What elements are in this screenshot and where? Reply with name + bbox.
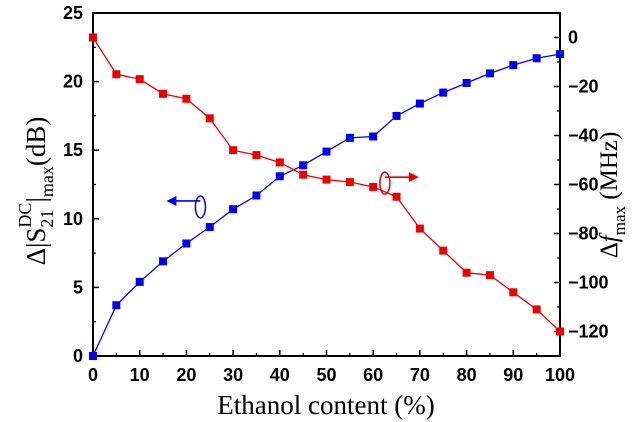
left-tick-label: 20	[63, 72, 83, 92]
right-tick-label: −40	[568, 126, 599, 146]
annotation-layer	[166, 171, 419, 219]
left-arrow-loop-icon	[194, 195, 207, 219]
series-marker-left	[415, 99, 424, 108]
x-tick-label: 0	[88, 365, 98, 385]
series-marker-left	[205, 223, 214, 232]
x-tick-label: 40	[270, 365, 290, 385]
series-layer	[89, 33, 564, 360]
x-tick-label: 30	[223, 365, 243, 385]
right-tick-label: −80	[568, 224, 599, 244]
series-marker-left	[229, 205, 238, 214]
right-tick-label: −100	[568, 273, 609, 293]
series-marker-left	[485, 69, 494, 78]
series-marker-left	[112, 301, 121, 310]
series-marker-right	[462, 268, 471, 277]
series-marker-left	[392, 111, 401, 120]
right-tick-label: −20	[568, 77, 599, 97]
plot-border	[92, 12, 561, 357]
series-marker-left	[439, 88, 448, 97]
series-marker-left	[252, 191, 261, 200]
right-tick-label: −120	[568, 322, 609, 342]
series-marker-right	[275, 158, 284, 167]
series-marker-right	[509, 288, 518, 297]
series-marker-left	[532, 54, 541, 63]
right-tick-label: 0	[568, 28, 578, 48]
series-marker-left	[135, 277, 144, 286]
series-marker-right	[532, 305, 541, 314]
series-marker-right	[369, 182, 378, 191]
series-marker-left	[345, 133, 354, 142]
series-marker-left	[275, 172, 284, 181]
left-tick-label: 25	[63, 3, 83, 23]
right-y-axis-title: Δfmax (MHz)	[596, 132, 629, 259]
right-arrowhead-icon	[408, 172, 419, 183]
series-marker-right	[182, 94, 191, 103]
left-y-axis-title: Δ|S21DC|max(dB)	[15, 117, 57, 266]
left-tick-label: 10	[63, 209, 83, 229]
series-marker-left	[159, 257, 168, 266]
series-marker-left	[182, 239, 191, 248]
series-marker-right	[556, 327, 564, 336]
x-tick-label: 90	[503, 365, 523, 385]
series-marker-right	[439, 246, 448, 255]
left-tick-label: 5	[73, 277, 83, 297]
x-tick-label: 10	[130, 365, 150, 385]
series-marker-left	[89, 352, 97, 360]
plot-frame	[92, 12, 561, 357]
series-marker-left	[509, 61, 518, 70]
x-tick-label: 60	[363, 365, 383, 385]
x-tick-label: 70	[410, 365, 430, 385]
left-arrowhead-icon	[166, 195, 177, 206]
series-marker-right	[229, 146, 238, 155]
series-marker-right	[89, 33, 97, 42]
series-marker-right	[252, 151, 261, 160]
right-tick-label: −60	[568, 175, 599, 195]
series-marker-right	[135, 75, 144, 84]
left-tick-label: 0	[73, 346, 83, 366]
series-marker-right	[415, 224, 424, 233]
series-marker-left	[556, 50, 564, 59]
left-y-axis: 0 5 10 15 20 25	[63, 3, 99, 366]
left-tick-label: 15	[63, 140, 83, 160]
series-marker-left	[322, 147, 331, 156]
series-marker-right	[159, 89, 168, 98]
series-line-left	[92, 53, 561, 357]
x-axis: 0 10 20 30 40 50 60 70 80 90 100	[88, 350, 575, 385]
x-axis-title: Ethanol content (%)	[217, 390, 434, 420]
series-marker-left	[369, 132, 378, 141]
x-tick-label: 100	[545, 365, 575, 385]
right-y-axis: 0 −20 −40 −60 −80 −100 −120	[554, 12, 609, 357]
series-marker-right	[205, 114, 214, 123]
series-marker-right	[392, 192, 401, 201]
series-marker-right	[345, 178, 354, 187]
series-marker-right	[299, 170, 308, 179]
x-tick-label: 50	[316, 365, 336, 385]
right-arrow-loop-icon	[379, 171, 391, 195]
x-tick-label: 80	[457, 365, 477, 385]
series-marker-right	[112, 70, 121, 79]
x-tick-label: 20	[176, 365, 196, 385]
series-line-right	[92, 37, 561, 332]
series-marker-left	[462, 78, 471, 87]
series-marker-left	[299, 161, 308, 170]
series-marker-right	[322, 175, 331, 184]
series-marker-right	[485, 271, 494, 280]
